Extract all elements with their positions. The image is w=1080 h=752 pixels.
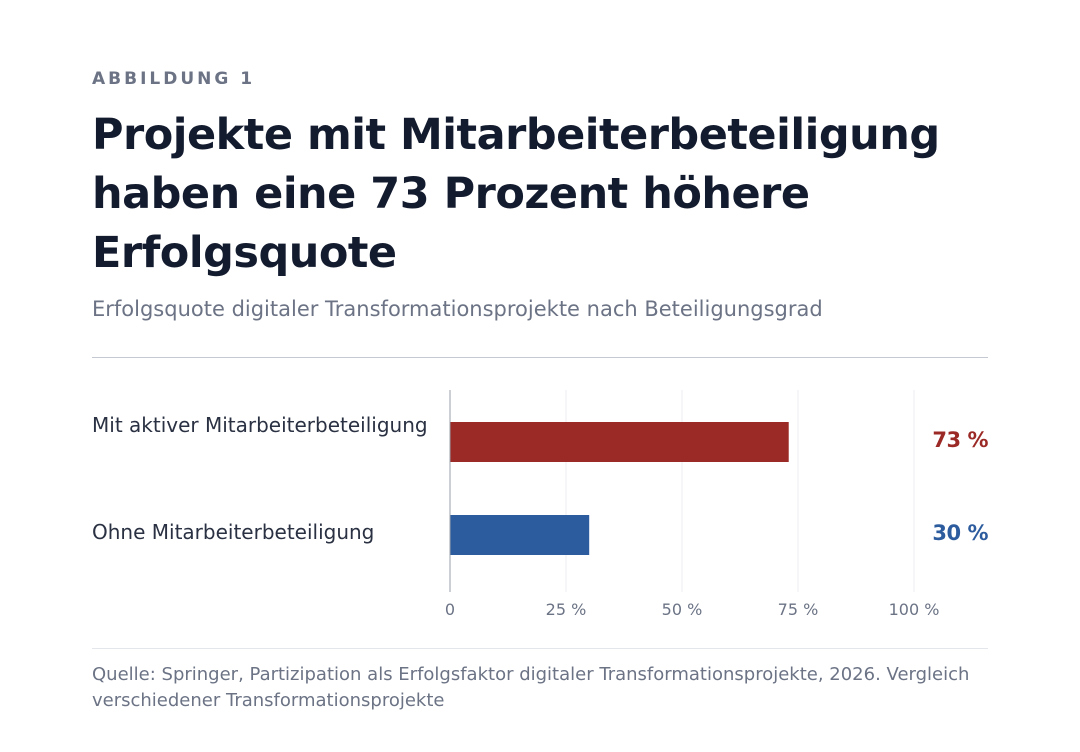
tick-label-0: 0 (444, 600, 456, 619)
tick-label-25: 25 % (545, 600, 587, 619)
tick-label-100: 100 % (888, 600, 940, 619)
source-note: Quelle: Springer, Partizipation als Erfo… (92, 664, 970, 711)
footer-divider (92, 648, 988, 649)
value-label-0: 73 % (932, 428, 988, 452)
chart-title: Projekte mit Mitarbeiterbeteiligung habe… (92, 110, 940, 278)
bar-0 (450, 422, 789, 462)
bar-1 (450, 515, 590, 555)
value-label-1: 30 % (932, 521, 988, 545)
category-label-1: Ohne Mitarbeiterbeteiligung (92, 520, 375, 544)
tick-label-50: 50 % (661, 600, 703, 619)
figure: ABBILDUNG 1 Projekte mit Mitarbeiterbete… (92, 0, 988, 752)
chart-subtitle: Erfolgsquote digitaler Transformationspr… (92, 297, 823, 321)
bar-chart (449, 390, 915, 592)
header-divider (92, 357, 988, 358)
category-label-0: Mit aktiver Mitarbeiterbeteiligung (92, 413, 428, 437)
tick-label-75: 75 % (777, 600, 819, 619)
figure-eyebrow: ABBILDUNG 1 (92, 69, 256, 89)
